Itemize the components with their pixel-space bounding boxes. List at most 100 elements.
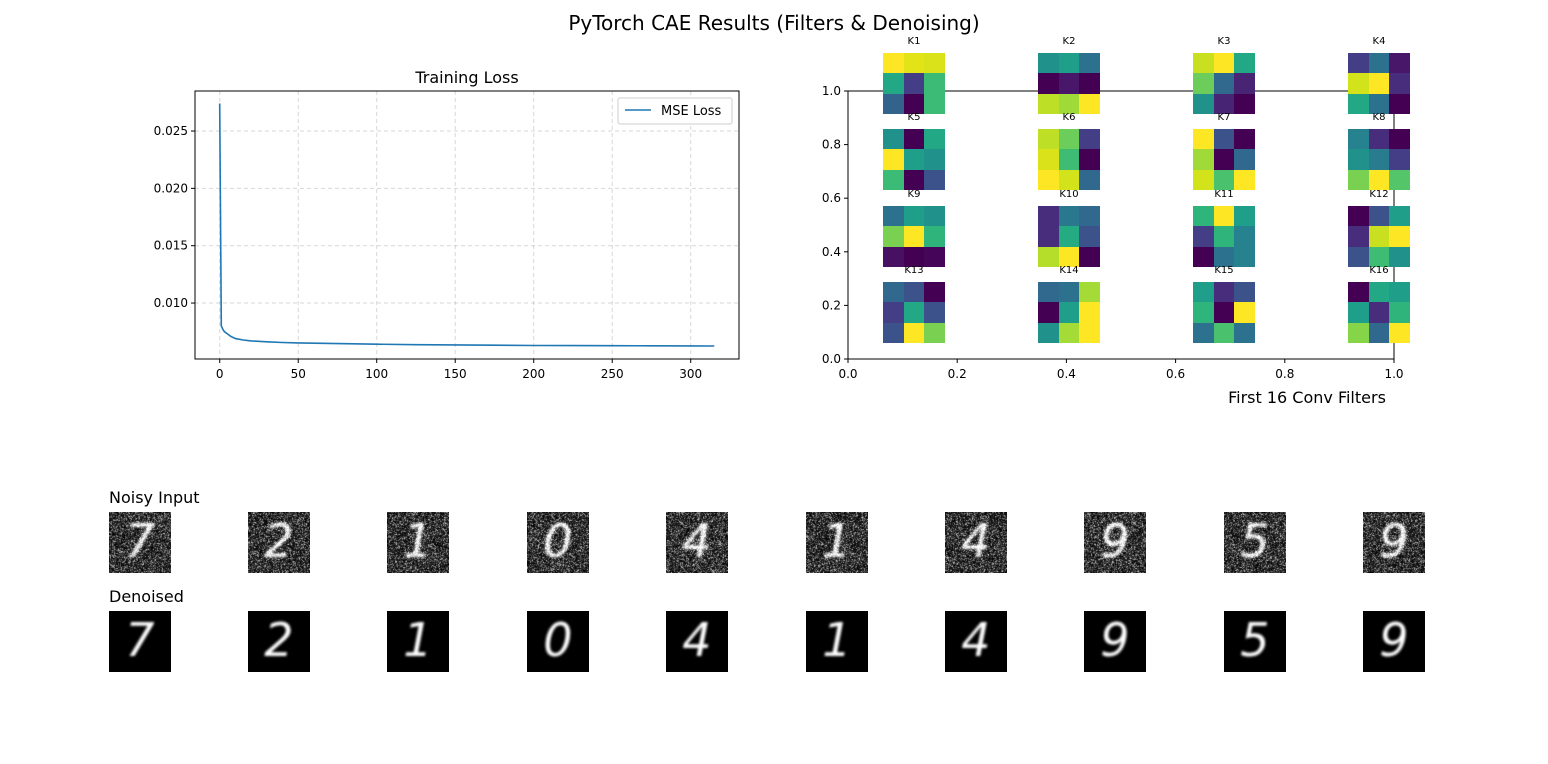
kernel-cell [1389,129,1411,150]
filters-ticks: 0.0 0.2 0.4 0.6 0.8 1.0 0.0 0.2 0.4 0.6 0.8 1.0 [822,84,1404,381]
kernel-cell [1234,206,1256,227]
kernel-title: K12 [1369,189,1389,200]
kernel-title: K16 [1369,265,1389,276]
kernel-cell [1348,149,1370,171]
kernel-cell [1234,302,1256,324]
y-tick-label: 1.0 [822,84,841,98]
kernel-cell [883,149,905,171]
kernel-cell [1193,246,1215,268]
kernel-cell [1193,53,1215,74]
kernel-title: K8 [1372,112,1386,123]
kernel-cell [1079,93,1101,115]
kernel-cell [883,206,905,227]
kernel-cell [1389,226,1411,248]
kernel-cell [1234,226,1256,248]
kernel-cell [1213,246,1235,268]
kernel-cell [924,226,946,248]
loss-ticks: 0 50 100 150 200 250 300 0.010 0.015 0.020 0.025 [154,124,703,381]
kernel-cell [924,169,946,191]
kernel-title: K5 [907,112,921,123]
kernel-cell [1368,129,1390,150]
kernel-cell [1368,169,1390,191]
kernel-cell [883,73,905,95]
kernel-cell [1234,169,1256,191]
kernel-title: K15 [1214,265,1234,276]
denoised-digit-image [806,611,868,672]
loss-grid [195,91,739,359]
kernel-cell [1389,282,1411,303]
kernel-cell [924,73,946,95]
kernel-cell [1389,169,1411,191]
noisy-digit-image [945,512,1007,573]
kernel-title: K10 [1059,189,1079,200]
legend-label: MSE Loss [661,104,722,119]
kernel-cell [1193,73,1215,95]
kernel-cell [1038,206,1060,227]
x-tick-label: 0.8 [1275,367,1294,381]
kernel-cell [1038,282,1060,303]
denoised-digit-image [248,611,310,672]
noisy-digit-image [527,512,589,573]
kernel-cell [1038,302,1060,324]
kernel-title: K9 [907,189,921,200]
kernel-title: K4 [1372,36,1386,47]
kernel-cell [903,93,925,115]
kernel-cell [1234,129,1256,150]
kernel-cell [1348,322,1370,344]
x-tick-label: 150 [444,367,467,381]
kernel-cell [1213,129,1235,150]
kernel-cell [1368,93,1390,115]
kernel-cell [883,169,905,191]
kernel-cell [924,149,946,171]
kernel-cell [1389,206,1411,227]
kernel-cell [1193,93,1215,115]
kernel-cell [1038,322,1060,344]
kernel-cell [1038,149,1060,171]
kernel-cell [1213,226,1235,248]
kernel-cell [1213,282,1235,303]
denoised-digit-image [109,611,171,672]
kernel-cell [883,53,905,74]
kernel-cell [1368,246,1390,268]
kernel-cell [1389,93,1411,115]
kernel-cell [903,73,925,95]
kernel-cell [1038,169,1060,191]
kernel-cell [1348,246,1370,268]
kernel-cell [903,282,925,303]
kernel-cell [1368,302,1390,324]
kernel-cell [1348,282,1370,303]
kernel-cell [1368,73,1390,95]
noisy-digit-image [806,512,868,573]
kernel-cell [903,149,925,171]
kernel-cell [1348,226,1370,248]
kernel-cell [1079,322,1101,344]
kernel-cell [1213,93,1235,115]
kernel-cell [903,302,925,324]
kernel-cell [903,129,925,150]
y-tick-label: 0.025 [154,124,188,138]
kernel-cell [1038,73,1060,95]
kernel-cell [1213,53,1235,74]
loss-line-mse [218,103,715,347]
y-tick-label: 0.020 [154,181,188,195]
kernel-cell [903,322,925,344]
kernel-cell [1058,169,1080,191]
kernel-cell [1079,282,1101,303]
kernel-cell [1058,129,1080,150]
kernel-cell [1038,226,1060,248]
kernel-cell [883,93,905,115]
kernel-cell [1368,149,1390,171]
y-tick-label: 0.0 [822,352,841,366]
kernel-cell [924,282,946,303]
kernel-cell [1193,322,1215,344]
kernel-cell [883,322,905,344]
kernel-cell [1193,129,1215,150]
x-tick-label: 1.0 [1384,367,1403,381]
noisy-digit-image [387,512,449,573]
x-tick-label: 200 [522,367,545,381]
x-tick-label: 50 [291,367,306,381]
kernel-cell [924,53,946,74]
denoised-digit-image [945,611,1007,672]
kernel-cell [1079,73,1101,95]
